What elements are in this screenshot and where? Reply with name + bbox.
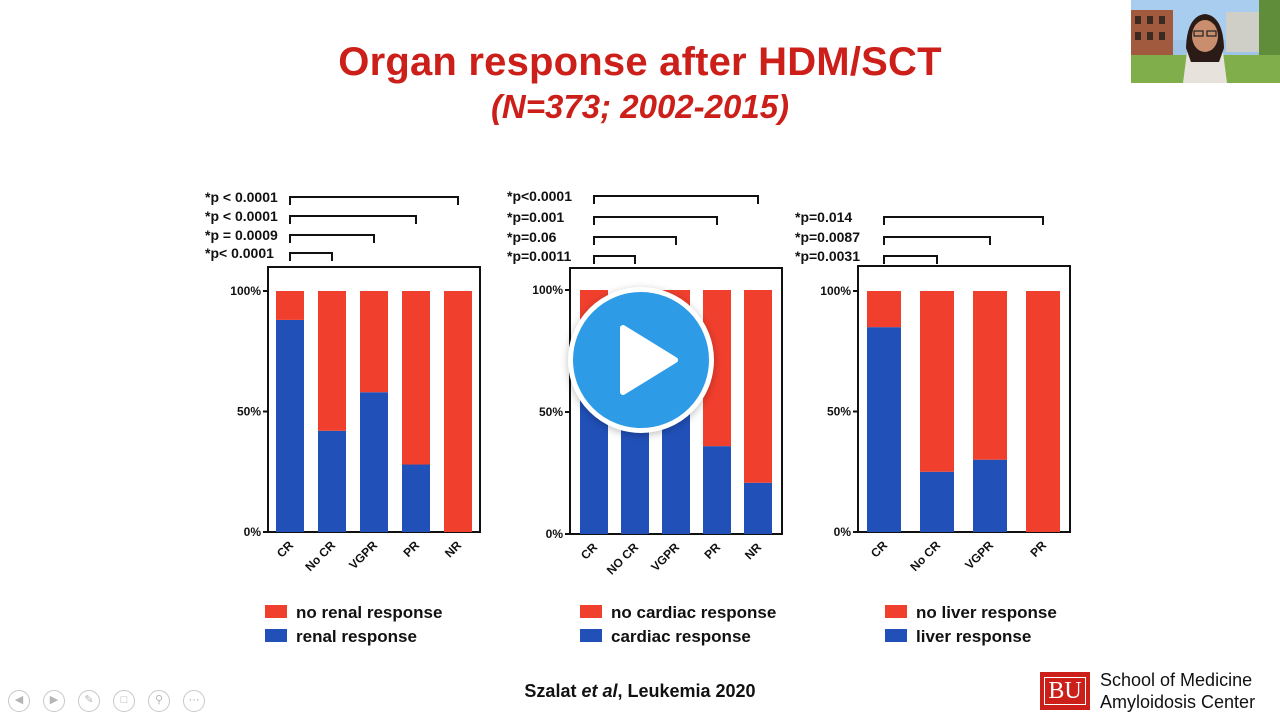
legend-swatch-no-response (580, 605, 602, 618)
bar-no-response (276, 291, 304, 320)
significance-bracket (883, 216, 1044, 225)
p-value-label: *p=0.0011 (507, 248, 571, 264)
x-tick-label: CR (274, 538, 296, 560)
p-value-label: *p<0.0001 (507, 188, 572, 204)
p-value-label: *p=0.0031 (795, 248, 860, 264)
significance-bracket (289, 252, 333, 261)
significance-bracket (593, 236, 677, 245)
chart-frame (857, 265, 1071, 533)
legend-label-response: liver response (916, 627, 1031, 646)
slide-subtitle: (N=373; 2002-2015) (490, 88, 790, 125)
x-tick-label: No CR (907, 538, 943, 574)
bar-no-response (1026, 291, 1060, 532)
y-tick-label: 0% (244, 525, 262, 539)
legend-swatch-no-response (885, 605, 907, 618)
bar-no-response (360, 291, 388, 393)
x-tick-label: No CR (302, 538, 338, 574)
significance-bracket (593, 216, 718, 225)
legend-swatch-response (580, 629, 602, 642)
citation: Szalat et al, Leukemia 2020 (0, 681, 1280, 702)
legend-label-response: renal response (296, 627, 417, 646)
play-button[interactable] (568, 287, 714, 433)
bar-response (920, 471, 954, 532)
x-tick-label: CR (578, 540, 600, 562)
p-value-label: *p < 0.0001 (205, 189, 278, 205)
legend-swatch-response (265, 629, 287, 642)
presenter-webcam (1131, 0, 1280, 83)
bar-response (621, 429, 649, 534)
y-tick-label: 100% (532, 283, 563, 297)
bar-no-response (867, 291, 901, 328)
p-value-label: *p = 0.0009 (205, 227, 278, 243)
slide-title: Organ response after HDM/SCT (338, 40, 942, 84)
p-value-label: *p< 0.0001 (205, 245, 274, 261)
significance-bracket (289, 215, 417, 224)
bu-logo-mark: BU (1040, 672, 1090, 710)
bar-response (662, 412, 690, 534)
legend-label-no-response: no renal response (296, 603, 442, 622)
y-tick-label: 100% (820, 284, 851, 298)
p-value-label: *p=0.06 (507, 229, 557, 245)
zoom-icon[interactable]: ⚲ (148, 690, 170, 712)
bar-response (744, 482, 772, 534)
p-value-label: *p=0.014 (795, 209, 852, 225)
bar-response (867, 327, 901, 532)
p-value-label: *p=0.0087 (795, 229, 860, 245)
x-tick-label: CR (868, 538, 890, 560)
play-icon (620, 325, 678, 395)
significance-bracket (289, 196, 459, 205)
more-icon[interactable]: ⋯ (183, 690, 205, 712)
x-tick-label: NR (442, 538, 464, 560)
bar-no-response (318, 291, 346, 431)
x-tick-label: VGPR (962, 538, 996, 572)
logo-school-name: School of Medicine (1100, 670, 1253, 690)
significance-bracket (289, 234, 375, 243)
citation-et-al: et al (581, 681, 618, 701)
presenter-video-icon (1131, 0, 1280, 83)
y-tick-label: 100% (230, 284, 261, 298)
bar-no-response (444, 291, 472, 532)
significance-bracket (593, 195, 759, 204)
bar-no-response (744, 290, 772, 483)
legend-label-no-response: no liver response (916, 603, 1057, 622)
y-tick-label: 50% (827, 405, 851, 419)
x-tick-label: NO CR (604, 540, 641, 577)
x-tick-label: PR (701, 540, 723, 562)
x-tick-label: PR (400, 538, 422, 560)
y-tick-label: 0% (834, 525, 852, 539)
legend-label-no-response: no cardiac response (611, 603, 776, 622)
significance-bracket (593, 255, 636, 264)
bar-response (276, 319, 304, 532)
significance-bracket (883, 236, 991, 245)
bar-response (360, 392, 388, 532)
bar-no-response (973, 291, 1007, 460)
bar-response (318, 430, 346, 532)
p-value-label: *p < 0.0001 (205, 208, 278, 224)
logo-center-name: Amyloidosis Center (1100, 692, 1256, 712)
pen-icon[interactable]: ✎ (78, 690, 100, 712)
bar-no-response (402, 291, 430, 465)
bar-no-response (920, 291, 954, 472)
y-tick-label: 0% (546, 527, 564, 541)
previous-icon[interactable]: ◀ (8, 690, 30, 712)
bar-response (973, 459, 1007, 532)
p-value-label: *p=0.001 (507, 209, 564, 225)
bu-logo-text: BU (1044, 677, 1086, 705)
slides-icon[interactable]: □ (113, 690, 135, 712)
play-small-icon[interactable]: ▶ (43, 690, 65, 712)
x-tick-label: PR (1027, 538, 1049, 560)
x-tick-label: VGPR (346, 538, 380, 572)
legend-label-response: cardiac response (611, 627, 751, 646)
citation-source: , Leukemia 2020 (617, 681, 756, 701)
citation-author: Szalat (524, 681, 582, 701)
significance-bracket (883, 255, 938, 264)
legend-swatch-no-response (265, 605, 287, 618)
x-tick-label: VGPR (648, 540, 682, 574)
legend-swatch-response (885, 629, 907, 642)
x-tick-label: NR (742, 540, 764, 562)
bar-response (402, 464, 430, 532)
y-tick-label: 50% (237, 405, 261, 419)
y-tick-label: 50% (539, 405, 563, 419)
bar-response (703, 446, 731, 534)
